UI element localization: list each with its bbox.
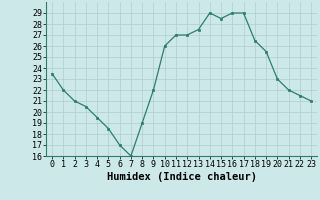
X-axis label: Humidex (Indice chaleur): Humidex (Indice chaleur) <box>107 172 257 182</box>
